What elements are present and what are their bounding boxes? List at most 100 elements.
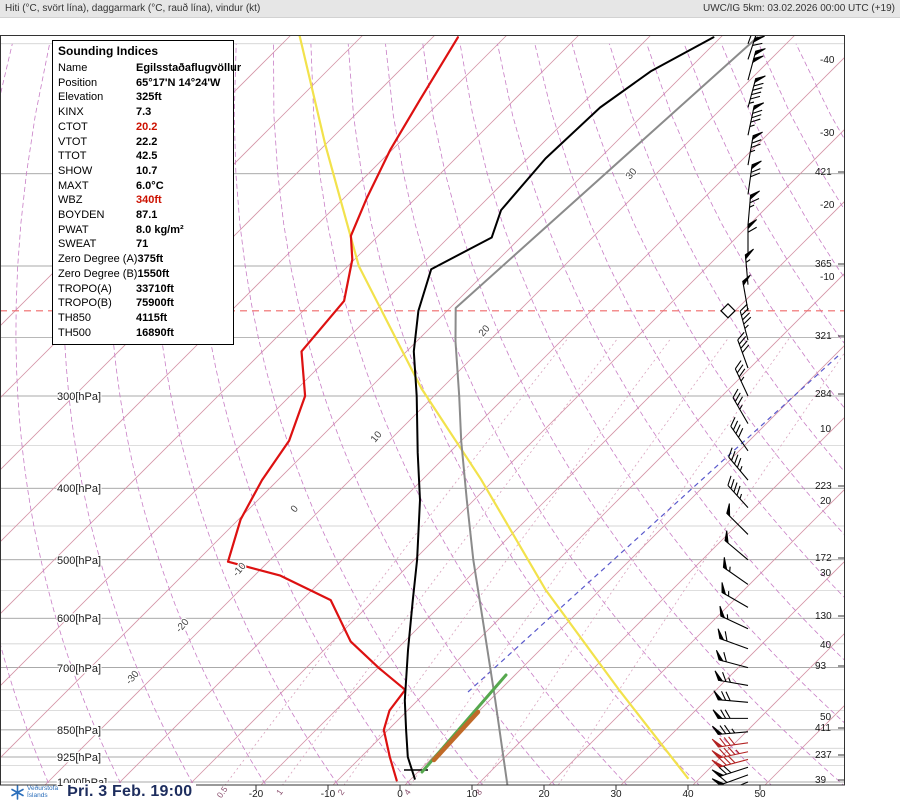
height-label: 130 — [815, 611, 832, 622]
pressure-axis-label: 400[hPa] — [57, 483, 101, 495]
wind-barb — [747, 195, 760, 226]
isotherm-exit-label: 50 — [820, 712, 832, 723]
height-label: 223 — [815, 481, 832, 492]
wind-barb — [739, 781, 749, 785]
height-label: 172 — [815, 553, 832, 564]
wind-barb — [718, 765, 749, 778]
wind-barb — [747, 135, 762, 166]
indices-row: VTOT 22.2 — [58, 135, 158, 148]
wind-barb — [728, 447, 749, 481]
blue-reference-line — [467, 355, 839, 693]
reference-curve — [454, 36, 759, 785]
isotherm-exit-label: 40 — [820, 640, 832, 651]
pressure-axis-label: 600[hPa] — [57, 613, 101, 625]
top-header-bar: Hiti (°C, svört lína), daggarmark (°C, r… — [0, 0, 900, 18]
met-office-logo: Veðurstofa Íslands — [10, 784, 59, 800]
wind-barb — [732, 388, 749, 424]
logo-text: Veðurstofa Íslands — [27, 785, 59, 799]
diagonal-isopleth-label: 20 — [477, 323, 493, 339]
indices-row: KINX 7.3 — [58, 106, 152, 119]
wind-barb — [742, 281, 749, 311]
indices-row: Zero Degree (B) 1550ft — [58, 267, 170, 280]
temperature-axis-label: 10 — [466, 789, 478, 800]
indices-row: TROPO(A) 33710ft — [58, 282, 174, 295]
indices-row: Elevation 325ft — [58, 91, 162, 104]
mixing-ratio-label: 4 — [402, 787, 413, 797]
parcel-highlight — [431, 709, 481, 763]
diagonal-isopleth-label: 0 — [289, 503, 301, 515]
indices-row: TH850 4115ft — [58, 311, 168, 324]
yellow-reference-line — [298, 35, 690, 780]
indices-row: TTOT 42.5 — [58, 150, 158, 163]
indices-row: SWEAT 71 — [58, 238, 149, 251]
isotherm-exit-label: -10 — [820, 272, 835, 283]
isotherm-exit-label: -40 — [820, 55, 835, 66]
diagonal-isopleth-label: -30 — [124, 668, 142, 686]
isotherm-exit-label: 30 — [820, 568, 832, 579]
wind-barb — [718, 671, 749, 687]
mixing-ratio-label: 2 — [336, 787, 347, 797]
indices-row: Zero Degree (A) 375ft — [58, 253, 164, 266]
wind-barb — [734, 360, 749, 397]
legend-text: Hiti (°C, svört lína), daggarmark (°C, r… — [5, 3, 261, 14]
model-run-text: UWC/IG 5km: 03.02.2026 00:00 UTC (+19) — [702, 3, 895, 14]
wind-barb — [727, 475, 749, 509]
wind-barb — [721, 591, 749, 608]
pressure-axis-label: 500[hPa] — [57, 555, 101, 567]
wind-barb — [718, 724, 749, 735]
pressure-axis-label: 300[hPa] — [57, 391, 101, 403]
indices-row: CTOT 20.2 — [58, 120, 158, 133]
mixing-ratio-label: 0.5 — [215, 784, 230, 800]
dewpoint-curve — [226, 36, 459, 782]
isotherm-exit-label: -20 — [820, 200, 835, 211]
temperature-curve — [403, 36, 715, 780]
temperature-axis-label: 50 — [754, 789, 766, 800]
wind-barb — [747, 164, 761, 195]
wind-barb — [739, 303, 752, 341]
wind-barb — [726, 512, 749, 535]
diagonal-isopleth-label: 30 — [624, 166, 640, 182]
height-label: 93 — [815, 661, 827, 672]
height-label: 39 — [815, 775, 827, 786]
height-label: 321 — [815, 331, 832, 342]
wind-barb — [747, 35, 752, 44]
indices-row: Name Egilsstaðaflugvöllur — [58, 62, 242, 74]
indices-row: TROPO(B) 75900ft — [58, 297, 174, 310]
wind-barb — [718, 691, 749, 703]
diagonal-isopleth-label: -20 — [174, 616, 192, 634]
wind-barb — [718, 652, 749, 669]
indices-row: TH500 16890ft — [58, 326, 174, 339]
temperature-axis-label: 0 — [397, 789, 403, 800]
height-label: 411 — [815, 723, 831, 734]
wind-barb — [737, 331, 750, 369]
mixing-ratio-label: 1 — [274, 787, 285, 797]
footer: Veðurstofa Íslands Þri. 3 Feb. 19:00 — [10, 783, 197, 801]
wind-barb — [720, 614, 749, 630]
height-label: 365 — [815, 259, 832, 270]
indices-row: WBZ 340ft — [58, 194, 162, 207]
pressure-axis-label: 925[hPa] — [57, 752, 101, 764]
indices-row: PWAT 8.0 kg/m² — [58, 223, 184, 236]
height-label: 284 — [815, 389, 832, 400]
temperature-axis-label: 20 — [538, 789, 550, 800]
wind-barb — [719, 631, 749, 650]
valid-time-label: Þri. 3 Feb. 19:00 — [63, 783, 197, 801]
wind-barb — [718, 755, 749, 768]
wind-barb — [718, 736, 749, 748]
indices-row: MAXT 6.0°C — [58, 179, 164, 192]
wind-barb — [718, 746, 749, 759]
wind-barb — [730, 416, 749, 452]
wind-barb — [747, 78, 764, 108]
indices-title: Sounding Indices — [58, 44, 159, 58]
isotherm-exit-label: 20 — [820, 496, 832, 507]
height-label: 237 — [815, 750, 832, 761]
sounding-indices-box: Sounding Indices Name Egilsstaðaflugvöllu… — [52, 40, 242, 346]
wind-barb — [718, 774, 749, 785]
pressure-axis-label: 850[hPa] — [57, 725, 101, 737]
isotherm-exit-label: 10 — [820, 424, 832, 435]
temperature-axis-label: 40 — [682, 789, 694, 800]
wind-barb — [747, 224, 757, 255]
indices-row: Position 65°17'N 14°24'W — [58, 76, 221, 89]
